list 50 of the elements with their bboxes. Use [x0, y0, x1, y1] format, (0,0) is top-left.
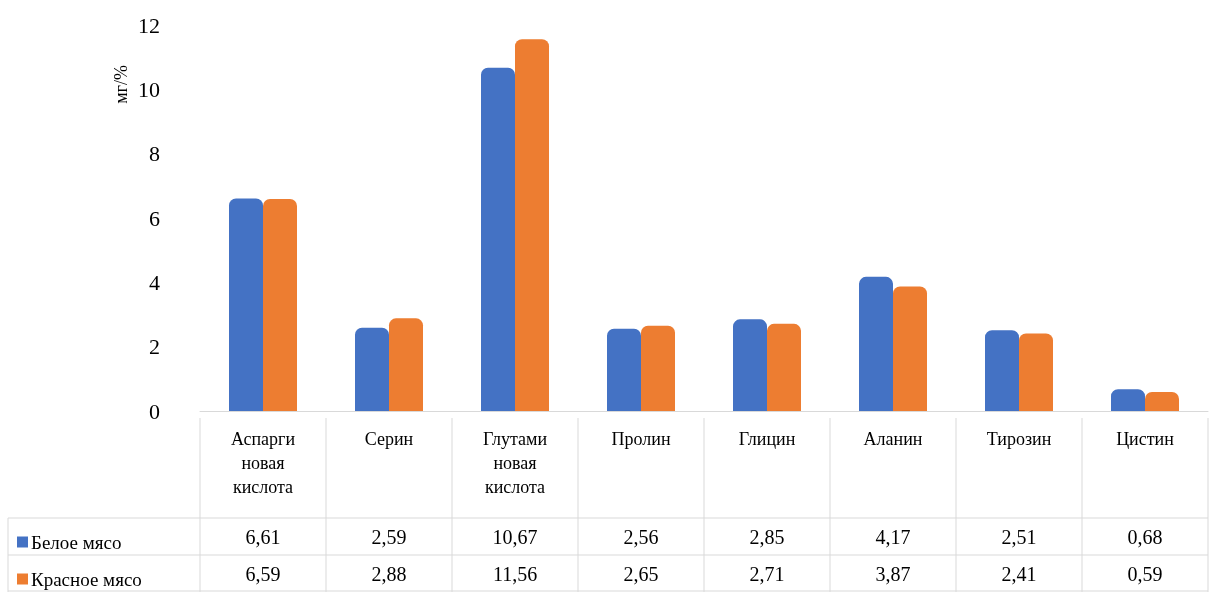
- x-tick-label: Цистин: [1116, 429, 1175, 449]
- bar: [355, 327, 389, 411]
- y-tick-label: 2: [149, 334, 160, 360]
- data-label: 2,85: [749, 526, 785, 548]
- y-axis-title: мг/%: [111, 65, 131, 104]
- data-label: 2,51: [1001, 526, 1037, 548]
- bar: [767, 323, 801, 411]
- data-label: 2,88: [371, 563, 407, 585]
- data-label: 2,59: [371, 526, 407, 548]
- data-label: 6,59: [245, 563, 281, 585]
- bar: [1111, 389, 1145, 411]
- y-tick-label: 12: [138, 12, 160, 38]
- y-tick-label: 10: [138, 76, 160, 102]
- x-tick-label: Серин: [364, 429, 414, 449]
- legend-label: Белое мясо: [31, 531, 122, 553]
- y-tick-label: 6: [149, 205, 160, 231]
- x-tick-label: Глицин: [738, 429, 796, 449]
- bar: [859, 276, 893, 411]
- bar: [389, 318, 423, 411]
- bar: [641, 325, 675, 411]
- data-label: 2,65: [623, 563, 659, 585]
- bar: [263, 199, 297, 411]
- bar: [985, 330, 1019, 411]
- bar: [1145, 392, 1179, 411]
- data-label: 11,56: [492, 563, 538, 585]
- bar: [229, 198, 263, 411]
- bar: [481, 67, 515, 411]
- data-label: 2,71: [749, 563, 785, 585]
- bar: [1019, 333, 1053, 411]
- x-tick-label: Аланин: [863, 429, 923, 449]
- x-tick-label: Аспарги новая кислота: [230, 429, 296, 497]
- data-label: 4,17: [875, 526, 911, 548]
- bar: [893, 286, 927, 411]
- data-label: 3,87: [875, 563, 911, 585]
- x-tick-label: Тирозин: [986, 429, 1052, 449]
- y-tick-label: 0: [149, 398, 160, 424]
- data-label: 0,68: [1127, 526, 1163, 548]
- bar: [733, 319, 767, 411]
- x-tick-label: Пролин: [611, 429, 671, 449]
- data-label: 6,61: [245, 526, 281, 548]
- data-label: 10,67: [492, 526, 538, 548]
- data-label: 2,41: [1001, 563, 1037, 585]
- bar: [515, 39, 549, 411]
- bar: [607, 328, 641, 411]
- x-tick-label: Глутами новая кислота: [482, 429, 548, 497]
- data-label: 2,56: [623, 526, 659, 548]
- data-label: 0,59: [1127, 563, 1163, 585]
- y-tick-label: 8: [149, 141, 160, 167]
- legend-label: Красное мясо: [31, 568, 142, 590]
- y-tick-label: 4: [149, 269, 160, 295]
